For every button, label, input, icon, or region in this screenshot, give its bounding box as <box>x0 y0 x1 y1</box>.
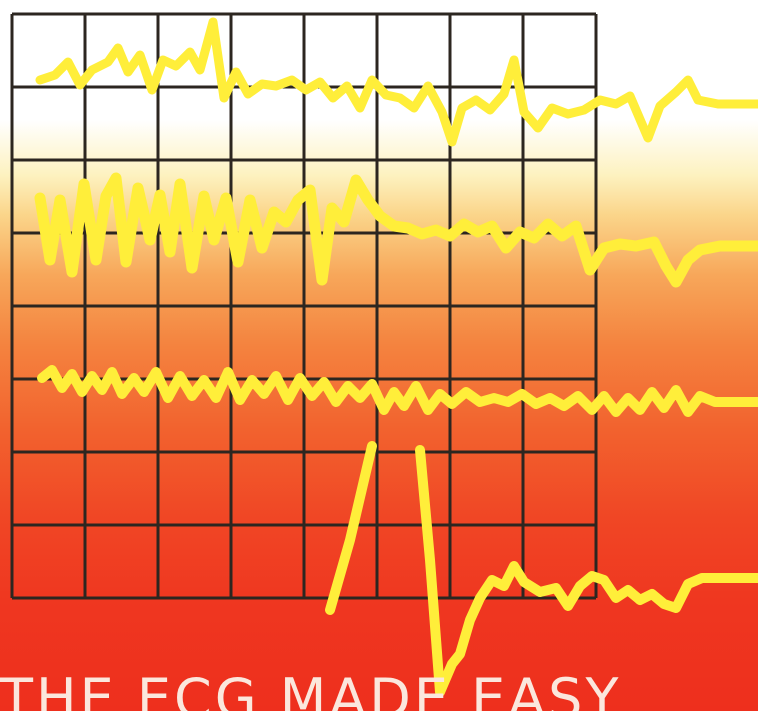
ecg-trace-1 <box>35 17 758 147</box>
ecg-grid <box>10 12 598 600</box>
ecg-trace-3 <box>37 365 758 417</box>
ecg-trace-4 <box>325 441 758 697</box>
ecg-trace-2 <box>34 172 758 288</box>
ecg-traces <box>34 17 758 697</box>
cover-title: THE ECG MADE EASY <box>0 667 622 711</box>
